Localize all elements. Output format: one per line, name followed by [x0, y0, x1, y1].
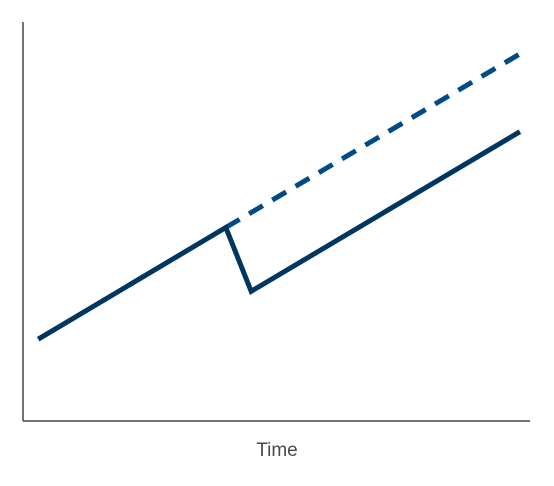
- series-line-solid: [36, 129, 522, 342]
- x-axis-label: Time: [256, 440, 298, 461]
- plot-area: [22, 22, 530, 422]
- series-layer: [36, 51, 522, 342]
- series-line-dashed: [224, 51, 522, 230]
